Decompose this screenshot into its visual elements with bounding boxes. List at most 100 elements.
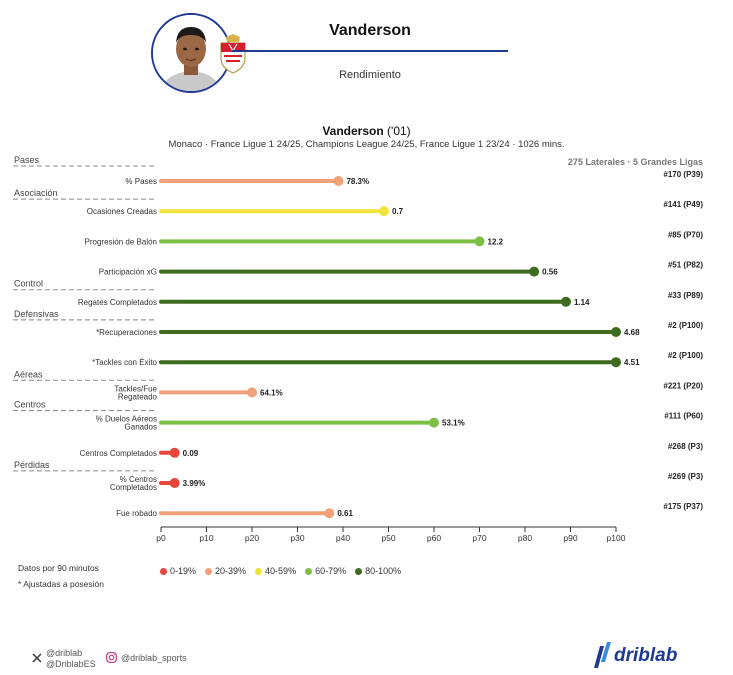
rank-label: #2 (P100) — [668, 321, 703, 330]
note-possession-adjusted: * Ajustadas a posesión — [18, 579, 105, 589]
legend-item: 40-59% — [255, 566, 296, 576]
value-label: 0.56 — [542, 268, 558, 277]
player-name: Vanderson — [329, 22, 411, 39]
metric-label: Progresión de Balón — [85, 237, 158, 246]
rank-label: #170 (P39) — [663, 170, 703, 179]
metric-label: Regateado — [118, 392, 158, 401]
chart-title-year: ('01) — [387, 124, 411, 138]
lollipop-point — [560, 296, 571, 307]
legend-label: 20-39% — [215, 566, 247, 576]
header-divider — [232, 50, 508, 52]
lollipop-point — [378, 206, 389, 217]
x-tick-label: p30 — [290, 533, 304, 543]
legend-item: 20-39% — [205, 566, 246, 576]
legend-dot-icon — [205, 567, 213, 575]
x-handle-1: @driblab — [46, 648, 83, 658]
x-logo-icon — [32, 653, 42, 663]
metric-label: Completados — [110, 483, 157, 492]
value-label: 0.61 — [337, 509, 353, 518]
driblab-brand: driblab — [614, 645, 678, 666]
x-tick-label: p70 — [472, 533, 486, 543]
value-label: 12.2 — [488, 237, 504, 246]
value-label: 78.3% — [346, 177, 369, 186]
legend-label: 60-79% — [315, 566, 347, 576]
legend-dot-icon — [305, 567, 313, 575]
section-label: Aéreas — [14, 369, 43, 379]
lollipop-point — [324, 508, 335, 519]
player-photo-avatar — [151, 13, 231, 93]
value-label: 4.51 — [624, 358, 640, 367]
legend-item: 80-100% — [355, 566, 401, 576]
rank-label: #221 (P20) — [663, 381, 703, 390]
metric-label: % Pases — [125, 177, 157, 186]
rank-label: #111 (P60) — [664, 412, 703, 421]
section-label: Control — [14, 279, 43, 289]
x-tick-label: p80 — [518, 533, 532, 543]
section-label: Pérdidas — [14, 460, 50, 470]
driblab-logo-icon — [594, 642, 611, 668]
section-label: Centros — [14, 400, 46, 410]
instagram-icon — [106, 652, 117, 663]
percentile-legend: 0-19% 20-39% 40-59% 60-79% 80-100% — [160, 566, 401, 576]
x-handle-2: @DriblabES — [46, 659, 96, 669]
lollipop-point — [169, 447, 180, 458]
legend-item: 0-19% — [160, 566, 196, 576]
metric-label: % Centros — [120, 475, 157, 484]
metric-label: Participación xG — [99, 268, 157, 277]
percentile-lollipop-chart: 275 Laterales · 5 Grandes Ligas Pases Asoc… — [13, 155, 703, 543]
section-label: Asociación — [14, 188, 58, 198]
x-tick-label: p40 — [336, 533, 350, 543]
x-tick-label: p90 — [563, 533, 577, 543]
metric-label: Centros Completados — [80, 449, 157, 458]
section-label: Defensivas — [14, 309, 59, 319]
lollipop-point — [247, 387, 257, 398]
legend-label: 0-19% — [170, 566, 197, 576]
rank-label: #51 (P82) — [668, 261, 703, 270]
sample-note: 275 Laterales · 5 Grandes Ligas — [568, 157, 703, 167]
rank-label: #268 (P3) — [668, 442, 703, 451]
value-label: 64.1% — [260, 388, 283, 397]
lollipop-point — [333, 176, 344, 186]
x-tick-label: p20 — [245, 533, 259, 543]
lollipop-point — [169, 478, 180, 488]
x-tick-label: p60 — [427, 533, 441, 543]
rank-label: #141 (P49) — [663, 200, 703, 209]
report-subtitle: Rendimiento — [339, 69, 401, 81]
legend-dot-icon — [160, 567, 167, 575]
report-header: Vanderson Rendimiento — [0, 0, 733, 100]
x-tick-label: p0 — [156, 533, 166, 543]
value-label: 0.7 — [392, 207, 404, 216]
lollipop-point — [474, 236, 485, 247]
lollipop-point — [529, 266, 540, 277]
legend-label: 40-59% — [265, 566, 297, 576]
note-per-90: Datos por 90 minutos — [18, 563, 99, 573]
metric-label: Ganados — [125, 423, 157, 432]
rank-label: #33 (P89) — [668, 291, 703, 300]
metric-label: Regates Completados — [78, 298, 157, 307]
legend-item: 60-79% — [305, 566, 346, 576]
value-label: 1.14 — [574, 298, 590, 307]
legend-label: 80-100% — [365, 566, 402, 576]
rank-label: #2 (P100) — [668, 351, 703, 360]
metric-label: Tackles/Fue — [114, 384, 157, 393]
metric-label: *Recuperaciones — [96, 328, 157, 337]
metric-label: Ocasiones Creadas — [87, 207, 157, 216]
value-label: 3.99% — [183, 479, 206, 488]
x-tick-label: p100 — [607, 533, 626, 543]
value-label: 53.1% — [442, 419, 465, 428]
rank-label: #269 (P3) — [668, 472, 703, 481]
x-tick-label: p50 — [381, 533, 395, 543]
lollipop-point — [429, 417, 439, 428]
metric-label: % Duelos Aéreos — [96, 415, 157, 424]
player-photo-icon — [153, 15, 229, 91]
rank-label: #175 (P37) — [663, 502, 703, 511]
x-tick-label: p10 — [199, 533, 213, 543]
value-label: 0.09 — [183, 449, 199, 458]
lollipop-point — [611, 327, 621, 337]
metric-label: Fue robado — [116, 509, 157, 518]
instagram-handle: @driblab_sports — [121, 653, 187, 663]
chart-title: Vanderson ('01) — [0, 124, 733, 138]
chart-subtitle: Monaco · France Ligue 1 24/25, Champions… — [168, 139, 565, 150]
section-label: Pases — [14, 155, 40, 165]
chart-title-name: Vanderson — [322, 124, 384, 138]
